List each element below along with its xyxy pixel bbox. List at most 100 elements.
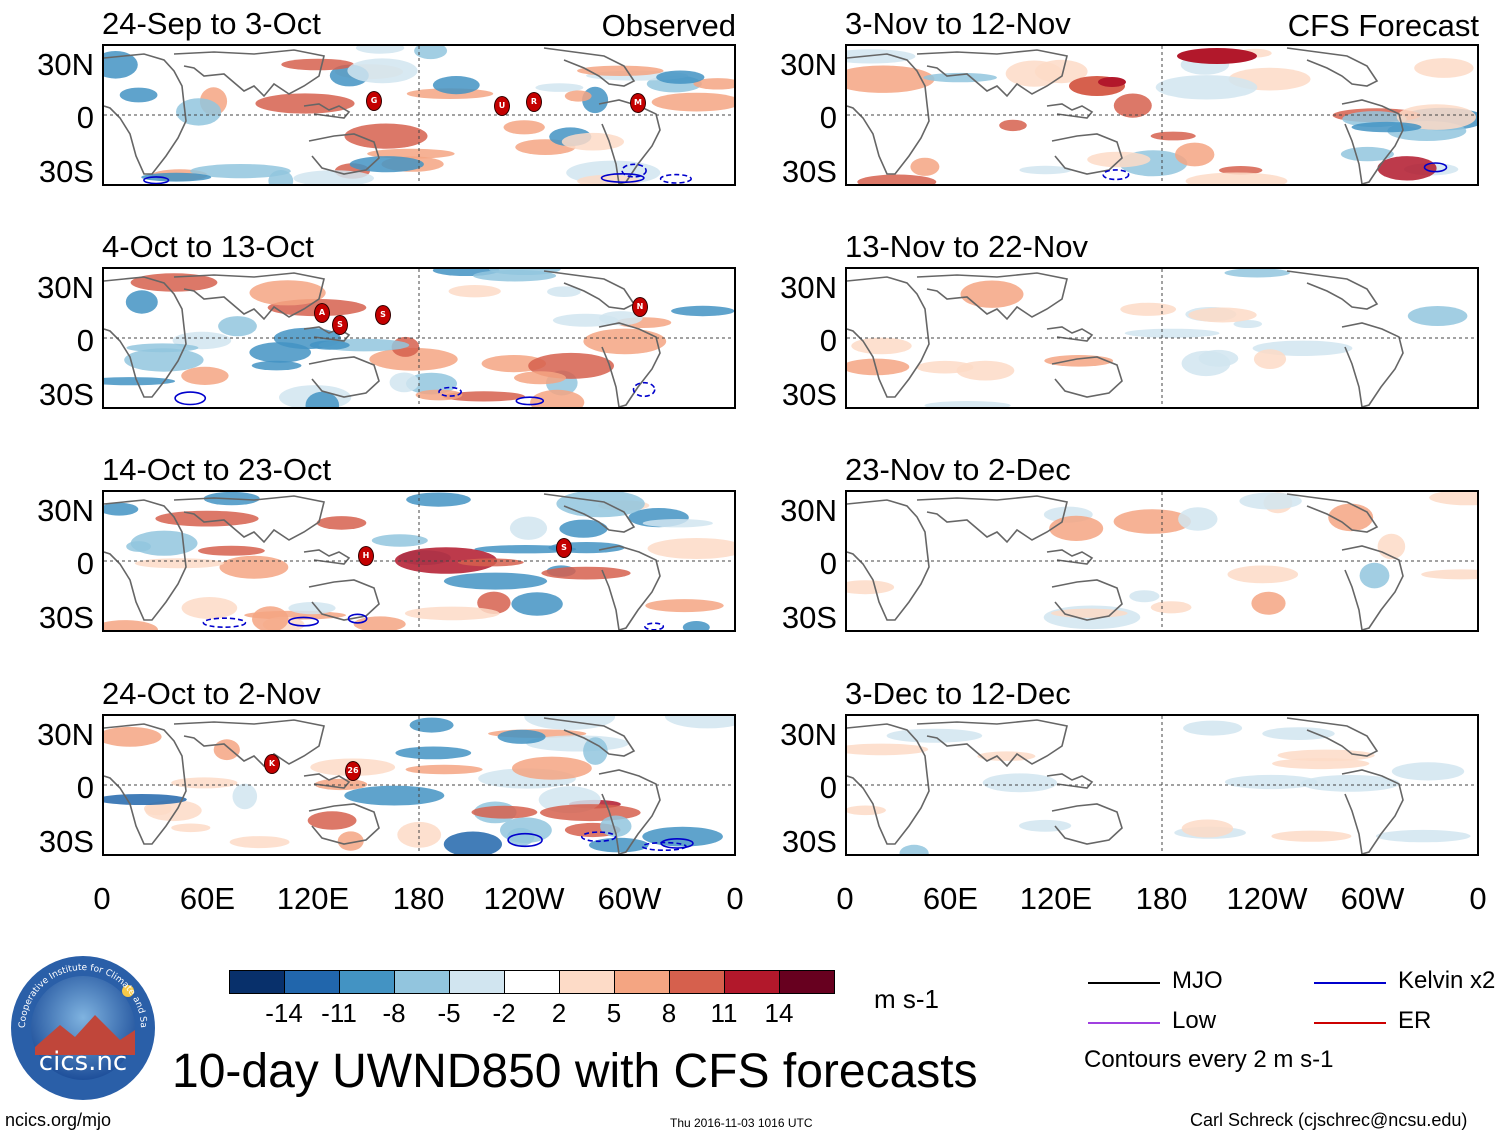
map-panel: [845, 267, 1479, 409]
y-tick-label: 0: [76, 100, 94, 135]
tropical-cyclone-marker: H: [358, 546, 374, 566]
easterly-anomaly: [414, 46, 448, 60]
easterly-anomaly: [1300, 775, 1400, 792]
westerly-anomaly: [1113, 93, 1152, 118]
easterly-anomaly: [982, 773, 1058, 793]
westerly-anomaly: [847, 65, 935, 93]
panel-title: 3-Nov to 12-Nov: [845, 6, 1071, 41]
westerly-anomaly: [471, 805, 538, 819]
colorbar-swatch: [559, 970, 615, 994]
coastline: [543, 493, 636, 533]
kelvin-contour: [644, 622, 665, 630]
easterly-anomaly: [124, 348, 204, 372]
westerly-anomaly: [337, 831, 364, 851]
easterly-anomaly: [104, 377, 176, 386]
easterly-anomaly: [1224, 774, 1318, 790]
westerly-anomaly: [1377, 156, 1437, 181]
westerly-anomaly: [1150, 131, 1196, 141]
kelvin-contour: [632, 381, 656, 398]
coastline: [308, 579, 380, 621]
coastline: [916, 495, 1068, 544]
westerly-anomaly: [647, 538, 734, 559]
westerly-anomaly: [645, 599, 724, 613]
coastline: [104, 276, 187, 398]
coastline: [303, 103, 351, 119]
easterly-anomaly: [535, 83, 584, 92]
westerly-anomaly: [564, 90, 592, 102]
westerly-anomaly: [857, 174, 937, 184]
coastline: [173, 719, 325, 768]
y-tick-label: 30N: [780, 270, 837, 305]
westerly-anomaly: [252, 606, 289, 630]
easterly-anomaly: [176, 98, 222, 126]
kelvin-contour: [515, 396, 545, 406]
westerly-anomaly: [1219, 166, 1263, 175]
y-tick-label: 30S: [38, 600, 94, 635]
westerly-anomaly: [1185, 172, 1288, 184]
legend-line: [1314, 1022, 1386, 1024]
coastline: [1341, 769, 1404, 854]
x-tick-label: 120E: [276, 881, 350, 916]
easterly-anomaly: [432, 76, 480, 95]
colorbar-tick-label: -2: [492, 998, 516, 1028]
panel-title: 24-Oct to 2-Nov: [102, 676, 321, 711]
easterly-anomaly: [924, 401, 1011, 407]
coastline: [173, 495, 325, 544]
kelvin-contour: [659, 173, 693, 184]
easterly-anomaly: [511, 592, 563, 616]
westerly-anomaly: [1272, 758, 1370, 770]
westerly-anomaly: [397, 821, 442, 848]
westerly-anomaly: [104, 726, 162, 747]
kelvin-contour: [174, 391, 207, 406]
map-panel: [845, 714, 1479, 856]
y-tick-label: 30N: [37, 47, 94, 82]
colorbar-swatch: [339, 970, 395, 994]
westerly-anomaly: [503, 120, 545, 135]
westerly-anomaly: [1429, 492, 1477, 506]
easterly-anomaly: [406, 492, 471, 507]
colorbar-swatch: [779, 970, 835, 994]
coastline: [598, 769, 661, 854]
coastline: [598, 322, 661, 407]
westerly-anomaly: [1181, 819, 1234, 838]
x-tick-label: 0: [836, 881, 854, 916]
westerly-anomaly: [314, 778, 368, 791]
panel-title: 13-Nov to 22-Nov: [845, 229, 1088, 264]
westerly-anomaly: [851, 337, 912, 355]
westerly-anomaly: [693, 78, 734, 90]
colorbar-units: m s-1: [874, 984, 939, 1014]
easterly-anomaly: [1262, 727, 1335, 740]
westerly-anomaly: [512, 756, 592, 780]
footer-timestamp: Thu 2016-11-03 1016 UTC: [670, 1116, 813, 1130]
x-tick-label: 60E: [179, 881, 236, 916]
contour-note: Contours every 2 m s-1: [1084, 1046, 1334, 1073]
y-tick-label: 0: [819, 323, 837, 358]
easterly-anomaly: [130, 530, 198, 556]
westerly-anomaly: [1049, 515, 1104, 541]
westerly-anomaly: [1227, 565, 1299, 584]
colorbar-tick-label: 8: [661, 998, 677, 1028]
westerly-anomaly: [916, 360, 974, 374]
tropical-cyclone-marker: G: [366, 91, 382, 111]
y-tick-label: 0: [819, 770, 837, 805]
tropical-cyclone-marker: S: [375, 305, 391, 325]
easterly-anomaly: [232, 783, 258, 810]
footer-url[interactable]: ncics.org/mjo: [5, 1110, 112, 1130]
westerly-anomaly: [281, 58, 354, 71]
coastline: [1051, 133, 1123, 175]
kelvin-contour: [641, 841, 687, 851]
y-tick-label: 30S: [781, 824, 837, 859]
easterly-anomaly: [899, 844, 929, 854]
legend-label: ER: [1398, 1007, 1432, 1034]
westerly-anomaly: [577, 65, 664, 76]
westerly-anomaly: [144, 802, 172, 816]
colorbar-tick-label: 5: [606, 998, 622, 1028]
easterly-anomaly: [309, 340, 350, 350]
kelvin-contour: [1102, 169, 1130, 181]
panel-title: 23-Nov to 2-Dec: [845, 452, 1071, 487]
easterly-anomaly: [288, 602, 336, 615]
colorbar-tick-label: 2: [551, 998, 567, 1028]
easterly-anomaly: [1178, 507, 1218, 531]
